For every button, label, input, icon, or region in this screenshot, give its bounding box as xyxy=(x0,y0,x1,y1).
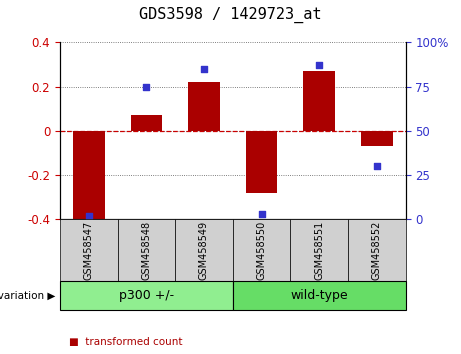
Bar xyxy=(303,71,335,131)
Text: GSM458550: GSM458550 xyxy=(257,221,266,280)
Text: GSM458547: GSM458547 xyxy=(84,221,94,280)
Point xyxy=(142,84,150,90)
Point xyxy=(200,66,207,72)
Bar xyxy=(246,131,278,193)
Text: GSM458552: GSM458552 xyxy=(372,221,382,280)
Text: GDS3598 / 1429723_at: GDS3598 / 1429723_at xyxy=(139,7,322,23)
Bar xyxy=(73,131,105,219)
Point xyxy=(258,211,266,217)
Text: p300 +/-: p300 +/- xyxy=(119,289,174,302)
Point xyxy=(373,164,381,169)
Bar xyxy=(130,115,162,131)
Point xyxy=(85,213,92,219)
Text: GSM458551: GSM458551 xyxy=(314,221,324,280)
Text: GSM458549: GSM458549 xyxy=(199,221,209,280)
Bar xyxy=(188,82,220,131)
Text: ■  transformed count: ■ transformed count xyxy=(69,337,183,347)
Text: GSM458548: GSM458548 xyxy=(142,221,151,280)
Point xyxy=(315,63,323,68)
Text: genotype/variation ▶: genotype/variation ▶ xyxy=(0,291,55,301)
Text: wild-type: wild-type xyxy=(290,289,348,302)
Bar xyxy=(361,131,393,147)
